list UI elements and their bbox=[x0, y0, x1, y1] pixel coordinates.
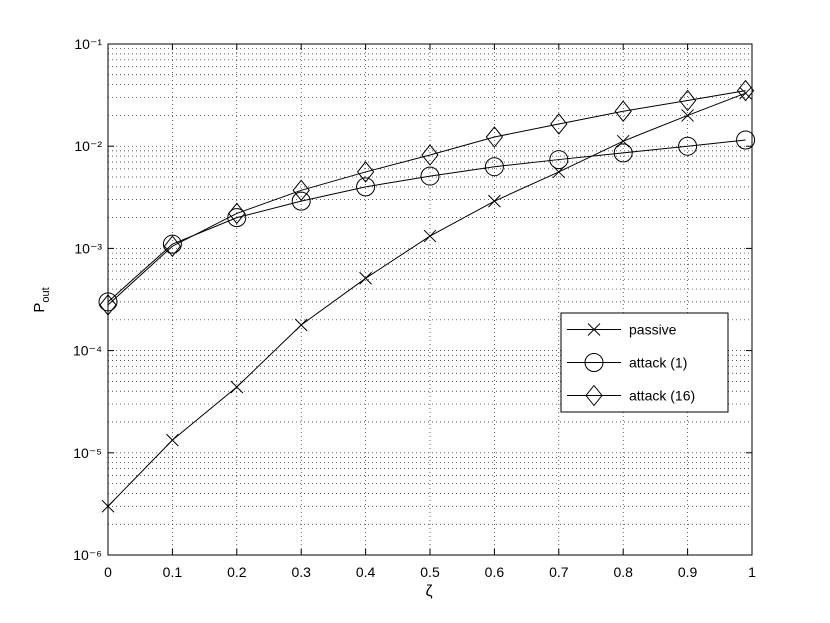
marker bbox=[291, 191, 311, 211]
x-tick-label: 0.4 bbox=[356, 564, 376, 580]
marker bbox=[587, 323, 601, 336]
x-tick-label: 0 bbox=[104, 564, 112, 580]
y-tick-label: 10⁻¹ bbox=[74, 36, 102, 52]
marker bbox=[292, 179, 310, 202]
x-tick-label: 0.7 bbox=[549, 564, 569, 580]
marker bbox=[585, 384, 603, 407]
series-line bbox=[107, 139, 746, 303]
marker bbox=[101, 499, 115, 513]
y-tick-label: 10⁻³ bbox=[74, 240, 102, 256]
legend-label: attack (1) bbox=[629, 355, 687, 371]
marker bbox=[613, 143, 633, 163]
marker bbox=[98, 292, 118, 312]
marker bbox=[356, 177, 376, 197]
legend-label: passive bbox=[629, 322, 677, 338]
marker bbox=[681, 109, 694, 122]
marker bbox=[484, 157, 504, 177]
x-tick-label: 0.1 bbox=[163, 564, 183, 580]
y-axis-label: Pout bbox=[31, 287, 52, 312]
marker bbox=[420, 166, 440, 186]
marker bbox=[162, 234, 182, 254]
y-tick-label: 10⁻² bbox=[74, 138, 102, 154]
marker bbox=[423, 229, 437, 243]
marker bbox=[166, 433, 179, 447]
x-tick-label: 0.3 bbox=[291, 564, 311, 580]
marker bbox=[230, 380, 244, 394]
marker bbox=[163, 235, 182, 258]
marker bbox=[678, 136, 698, 156]
x-tick-label: 0.6 bbox=[485, 564, 505, 580]
series-line bbox=[107, 90, 746, 306]
plot-frame bbox=[107, 43, 753, 556]
marker bbox=[549, 150, 569, 170]
y-axis-label-sub: out bbox=[40, 287, 52, 302]
legend-label: attack (16) bbox=[629, 388, 695, 404]
y-tick-label: 10⁻⁴ bbox=[73, 343, 102, 359]
y-axis-label-main: P bbox=[31, 303, 48, 313]
x-tick-label: 0.8 bbox=[613, 564, 633, 580]
x-tick-label: 1 bbox=[748, 564, 756, 580]
marker bbox=[678, 89, 697, 112]
y-tick-label: 10⁻⁵ bbox=[73, 445, 102, 461]
x-tick-label: 0.5 bbox=[420, 564, 440, 580]
marker bbox=[550, 113, 568, 135]
marker bbox=[736, 79, 755, 102]
y-tick-label: 10⁻⁶ bbox=[73, 547, 102, 563]
marker bbox=[228, 202, 246, 225]
x-axis-label: ζ bbox=[425, 583, 432, 600]
marker bbox=[485, 126, 504, 148]
marker bbox=[356, 161, 375, 183]
marker bbox=[294, 318, 308, 332]
marker bbox=[99, 294, 117, 316]
marker bbox=[584, 353, 604, 372]
marker bbox=[488, 194, 501, 208]
x-tick-label: 0.9 bbox=[678, 564, 698, 580]
marker bbox=[739, 86, 752, 100]
marker bbox=[614, 100, 632, 123]
marker bbox=[359, 271, 372, 285]
x-tick-label: 0.2 bbox=[227, 564, 247, 580]
marker bbox=[421, 144, 439, 166]
marker bbox=[736, 130, 756, 150]
